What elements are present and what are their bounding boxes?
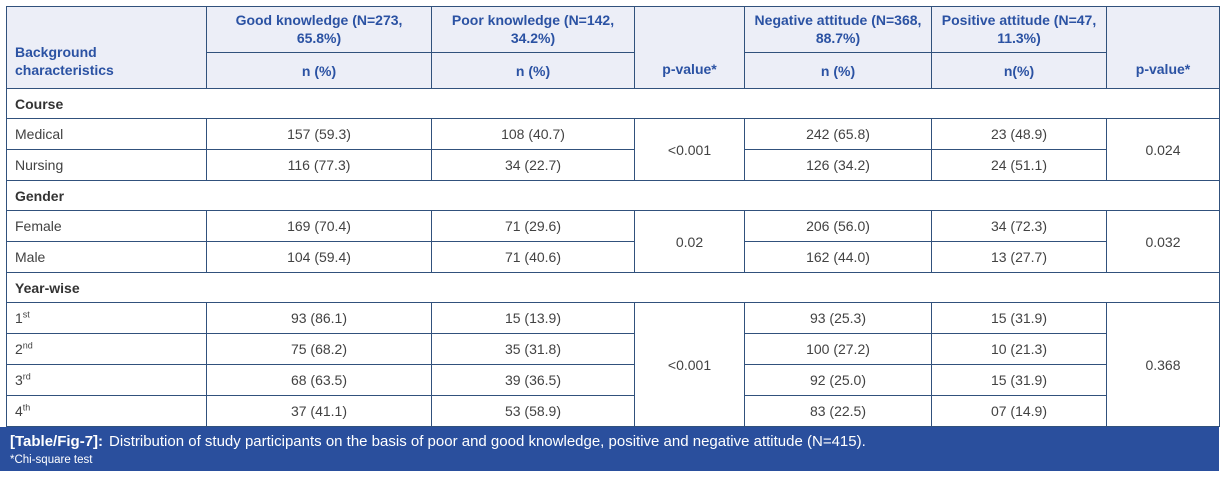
table-cell: 116 (77.3) [206,149,432,181]
subheader-n-pct-poor-knowledge: n (%) [431,52,635,89]
subheader-n-pct-good-knowledge: n (%) [206,52,432,89]
row-label-text: 2 [15,341,23,357]
table-cell: 07 (14.9) [931,395,1107,427]
row-label: Male [6,241,207,273]
table-cell: 24 (51.1) [931,149,1107,181]
table-cell: 100 (27.2) [744,333,932,365]
table-cell: 108 (40.7) [431,118,635,150]
section-row-year-wise: Year-wise [6,272,1220,303]
section-title: Gender [6,180,1220,211]
table-row-male: Male 104 (59.4) 71 (40.6) 162 (44.0) 13 … [6,241,1220,273]
table-cell: 71 (29.6) [431,210,635,242]
column-header-poor-knowledge: Poor knowledge (N=142, 34.2%) [431,6,635,53]
table-cell: 71 (40.6) [431,241,635,273]
table-cell: 39 (36.5) [431,364,635,396]
row-label-text: Nursing [15,157,64,173]
table-cell: 35 (31.8) [431,333,635,365]
row-label: 2nd [6,333,207,365]
column-header-negative-attitude: Negative attitude (N=368, 88.7%) [744,6,932,53]
row-label-text: 3 [15,372,23,388]
row-label-text: Medical [15,126,64,142]
table-cell: 15 (31.9) [931,364,1107,396]
row-label-text: Male [15,249,46,265]
row-label: 1st [6,302,207,334]
table-figure-page: Background characteristics Good knowledg… [0,6,1225,478]
table-body: Course Medical 157 (59.3) 108 (40.7) <0.… [6,88,1220,427]
section-row-gender: Gender [6,180,1220,211]
column-header-good-knowledge: Good knowledge (N=273, 65.8%) [206,6,432,53]
table-cell: 37 (41.1) [206,395,432,427]
row-label-text: 1 [15,310,23,326]
caption-text: Distribution of study participants on th… [109,433,866,450]
table-cell: 13 (27.7) [931,241,1107,273]
table-cell: 34 (22.7) [431,149,635,181]
table-cell: 93 (25.3) [744,302,932,334]
p-value-cell-knowledge: 0.02 [634,210,745,273]
row-label-suffix: rd [22,371,31,382]
section-title: Year-wise [6,272,1220,303]
table-cell: 23 (48.9) [931,118,1107,150]
header-row-sub: n (%) n (%) n (%) n(%) [7,52,1220,89]
column-header-p-value-knowledge: p-value* [634,6,745,89]
row-label: 4th [6,395,207,427]
table-cell: 162 (44.0) [744,241,932,273]
column-header-positive-attitude: Positive attitude (N=47, 11.3%) [931,6,1107,53]
p-value-cell-knowledge: <0.001 [634,302,745,427]
row-label: Medical [6,118,207,150]
row-label-text: Female [15,218,62,234]
table-cell: 53 (58.9) [431,395,635,427]
table-cell: 104 (59.4) [206,241,432,273]
table-cell: 92 (25.0) [744,364,932,396]
row-label-text: 4 [15,403,23,419]
table-row-year-1: 1st 93 (86.1) 15 (13.9) <0.001 93 (25.3)… [6,302,1220,427]
table-cell: 169 (70.4) [206,210,432,242]
section-title: Course [6,88,1220,119]
table-row-year-3: 3rd 68 (63.5) 39 (36.5) 92 (25.0) 15 (31… [6,364,1220,396]
p-value-cell-knowledge: <0.001 [634,118,745,181]
footnote-chi-square: *Chi-square test [10,454,93,466]
table-row-medical: Medical 157 (59.3) 108 (40.7) <0.001 242… [6,118,1220,181]
table-cell: 93 (86.1) [206,302,432,334]
table-cell: 15 (13.9) [431,302,635,334]
table-cell: 68 (63.5) [206,364,432,396]
caption-bar: [Table/Fig-7]: Distribution of study part… [0,427,1219,471]
header-row-groups: Background characteristics Good knowledg… [6,6,1220,89]
table-cell: 206 (56.0) [744,210,932,242]
section-row-course: Course [6,88,1220,119]
p-value-cell-attitude: 0.368 [1106,302,1220,427]
row-label-suffix: st [22,309,30,320]
table-cell: 126 (34.2) [744,149,932,181]
row-label-suffix: th [22,402,31,413]
table-cell: 10 (21.3) [931,333,1107,365]
table-row-year-4: 4th 37 (41.1) 53 (58.9) 83 (22.5) 07 (14… [6,395,1220,427]
p-value-cell-attitude: 0.024 [1106,118,1220,181]
row-label-suffix: nd [22,340,33,351]
participants-distribution-table: Background characteristics Good knowledg… [6,6,1220,427]
table-row-nursing: Nursing 116 (77.3) 34 (22.7) 126 (34.2) … [6,149,1220,181]
subheader-n-pct-positive-attitude: n(%) [931,52,1107,89]
subheader-n-pct-negative-attitude: n (%) [744,52,932,89]
table-cell: 75 (68.2) [206,333,432,365]
table-cell: 157 (59.3) [206,118,432,150]
table-cell: 15 (31.9) [931,302,1107,334]
table-caption: [Table/Fig-7]: Distribution of study part… [10,432,1209,452]
row-label: Female [6,210,207,242]
row-label: 3rd [6,364,207,396]
table-row-year-2: 2nd 75 (68.2) 35 (31.8) 100 (27.2) 10 (2… [6,333,1220,365]
p-value-cell-attitude: 0.032 [1106,210,1220,273]
row-label: Nursing [6,149,207,181]
table-row-female: Female 169 (70.4) 71 (29.6) 0.02 206 (56… [6,210,1220,273]
column-header-p-value-attitude: p-value* [1106,6,1220,89]
caption-label: [Table/Fig-7]: [10,433,104,450]
column-header-background-characteristics: Background characteristics [6,6,207,89]
table-cell: 242 (65.8) [744,118,932,150]
table-header: Background characteristics Good knowledg… [6,6,1220,89]
table-cell: 34 (72.3) [931,210,1107,242]
table-cell: 83 (22.5) [744,395,932,427]
